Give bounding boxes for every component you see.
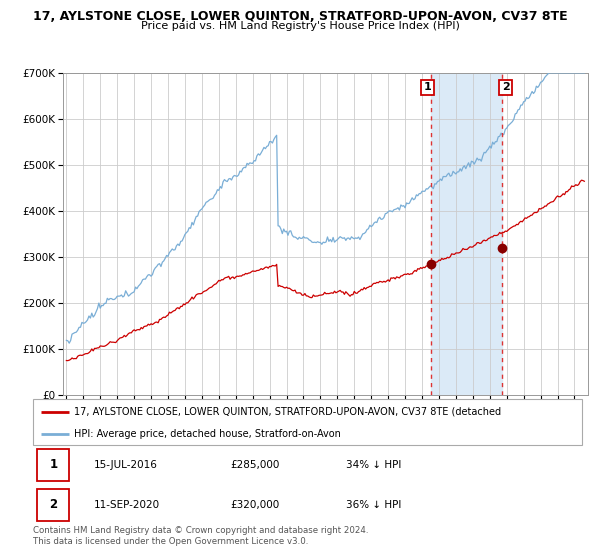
Text: 1: 1 bbox=[424, 82, 431, 92]
Text: 34% ↓ HPI: 34% ↓ HPI bbox=[346, 460, 401, 470]
Text: Price paid vs. HM Land Registry's House Price Index (HPI): Price paid vs. HM Land Registry's House … bbox=[140, 21, 460, 31]
Text: £320,000: £320,000 bbox=[230, 500, 280, 510]
Text: 17, AYLSTONE CLOSE, LOWER QUINTON, STRATFORD-UPON-AVON, CV37 8TE: 17, AYLSTONE CLOSE, LOWER QUINTON, STRAT… bbox=[32, 10, 568, 23]
FancyBboxPatch shape bbox=[37, 489, 69, 521]
Text: 2: 2 bbox=[502, 82, 509, 92]
Text: 2: 2 bbox=[49, 498, 58, 511]
Bar bbox=[431, 73, 502, 395]
Text: 11-SEP-2020: 11-SEP-2020 bbox=[94, 500, 160, 510]
Text: 36% ↓ HPI: 36% ↓ HPI bbox=[346, 500, 401, 510]
FancyBboxPatch shape bbox=[33, 399, 582, 445]
Text: Contains HM Land Registry data © Crown copyright and database right 2024.
This d: Contains HM Land Registry data © Crown c… bbox=[33, 526, 368, 546]
Text: 17, AYLSTONE CLOSE, LOWER QUINTON, STRATFORD-UPON-AVON, CV37 8TE (detached: 17, AYLSTONE CLOSE, LOWER QUINTON, STRAT… bbox=[74, 407, 502, 417]
Text: HPI: Average price, detached house, Stratford-on-Avon: HPI: Average price, detached house, Stra… bbox=[74, 429, 341, 438]
Text: 1: 1 bbox=[49, 458, 58, 471]
Text: £285,000: £285,000 bbox=[230, 460, 280, 470]
FancyBboxPatch shape bbox=[37, 449, 69, 480]
Text: 15-JUL-2016: 15-JUL-2016 bbox=[94, 460, 157, 470]
